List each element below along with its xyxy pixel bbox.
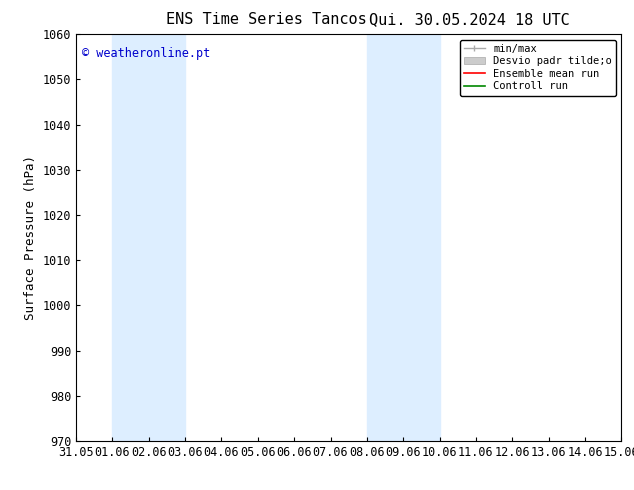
Text: ENS Time Series Tancos: ENS Time Series Tancos [166,12,366,27]
Y-axis label: Surface Pressure (hPa): Surface Pressure (hPa) [24,155,37,320]
Legend: min/max, Desvio padr tilde;o, Ensemble mean run, Controll run: min/max, Desvio padr tilde;o, Ensemble m… [460,40,616,96]
Text: Qui. 30.05.2024 18 UTC: Qui. 30.05.2024 18 UTC [369,12,569,27]
Bar [112,34,185,441]
Text: © weatheronline.pt: © weatheronline.pt [82,47,210,59]
Bar [621,34,634,441]
Bar [367,34,439,441]
